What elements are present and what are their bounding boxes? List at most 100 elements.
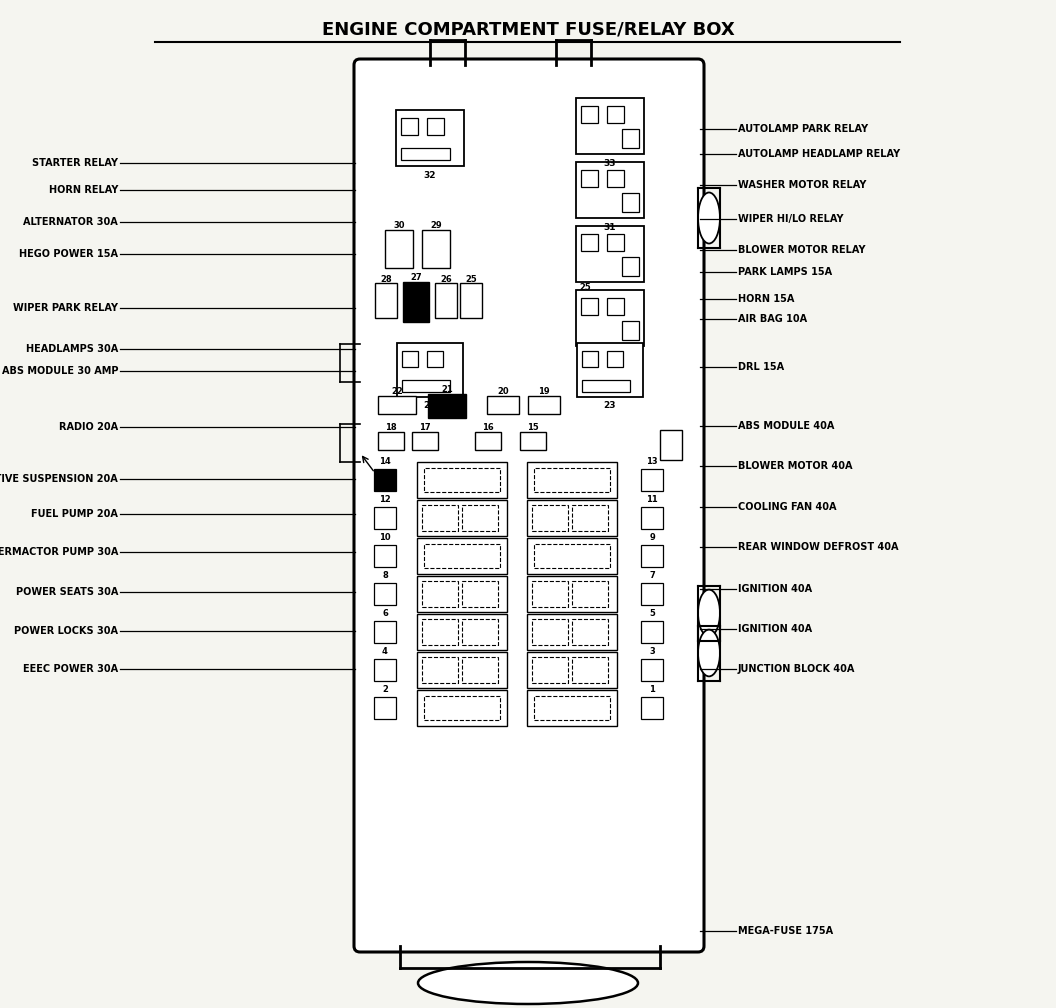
Bar	[641, 659, 663, 681]
Text: HEADLAMPS 30A: HEADLAMPS 30A	[25, 344, 118, 354]
Text: 3: 3	[649, 646, 655, 655]
Bar	[576, 162, 644, 218]
Text: POWER LOCKS 30A: POWER LOCKS 30A	[14, 626, 118, 636]
Text: DRL 15A: DRL 15A	[738, 362, 785, 372]
Text: 18: 18	[385, 423, 397, 432]
Text: 20: 20	[497, 387, 509, 396]
Text: 12: 12	[379, 495, 391, 504]
Bar	[422, 230, 450, 268]
Text: 24: 24	[423, 401, 436, 410]
Bar	[532, 619, 568, 645]
Bar	[532, 657, 568, 683]
Bar	[401, 118, 418, 135]
Bar	[641, 621, 663, 643]
Text: REAR WINDOW DEFROST 40A: REAR WINDOW DEFROST 40A	[738, 542, 899, 552]
Text: 25: 25	[579, 283, 591, 292]
Bar	[463, 505, 498, 531]
Text: AUTOLAMP HEADLAMP RELAY: AUTOLAMP HEADLAMP RELAY	[738, 149, 900, 159]
Text: FUEL PUMP 20A: FUEL PUMP 20A	[31, 509, 118, 519]
Text: 6: 6	[382, 609, 388, 618]
Text: JUNCTION BLOCK 40A: JUNCTION BLOCK 40A	[738, 664, 855, 674]
Bar	[572, 581, 608, 607]
Text: 29: 29	[430, 222, 441, 231]
Text: STARTER RELAY: STARTER RELAY	[32, 158, 118, 168]
Bar	[401, 148, 451, 160]
Text: 21: 21	[441, 385, 453, 394]
Bar	[374, 469, 396, 491]
Bar	[374, 583, 396, 605]
Bar	[374, 545, 396, 566]
Text: MEGA-FUSE 175A: MEGA-FUSE 175A	[738, 926, 833, 936]
Text: 23: 23	[604, 401, 617, 410]
Bar	[428, 394, 466, 418]
Bar	[528, 396, 560, 414]
Bar	[582, 380, 629, 391]
Bar	[527, 690, 617, 726]
Text: ALTERNATOR 30A: ALTERNATOR 30A	[23, 217, 118, 227]
Bar	[374, 659, 396, 681]
Bar	[428, 351, 444, 367]
Bar	[532, 505, 568, 531]
Bar	[397, 343, 463, 397]
Bar	[412, 432, 438, 450]
Text: 17: 17	[419, 423, 431, 432]
Bar	[582, 170, 598, 187]
Text: BLOWER MOTOR RELAY: BLOWER MOTOR RELAY	[738, 245, 866, 255]
Bar	[463, 657, 498, 683]
Text: 4: 4	[382, 646, 388, 655]
Bar	[641, 545, 663, 566]
Text: AUTOLAMP PARK RELAY: AUTOLAMP PARK RELAY	[738, 124, 868, 134]
Bar	[607, 107, 624, 123]
Text: 9: 9	[649, 532, 655, 541]
Ellipse shape	[418, 962, 638, 1004]
Bar	[396, 110, 464, 166]
Text: AIR BAG 10A: AIR BAG 10A	[738, 313, 807, 324]
Ellipse shape	[698, 590, 720, 636]
Text: 13: 13	[646, 457, 658, 466]
Bar	[577, 343, 643, 397]
Text: RADIO 20A: RADIO 20A	[59, 422, 118, 432]
Bar	[622, 257, 639, 276]
Bar	[607, 235, 624, 251]
Bar	[422, 505, 458, 531]
Bar	[422, 619, 458, 645]
Bar	[622, 321, 639, 341]
Text: 25: 25	[465, 274, 477, 283]
Text: 14: 14	[379, 457, 391, 466]
Text: 30: 30	[393, 222, 404, 231]
Bar	[520, 432, 546, 450]
Bar	[527, 576, 617, 612]
Bar	[534, 544, 610, 568]
Bar	[641, 583, 663, 605]
Text: ABS MODULE 40A: ABS MODULE 40A	[738, 421, 834, 431]
Bar	[435, 283, 457, 318]
Text: 11: 11	[646, 495, 658, 504]
Bar	[417, 576, 507, 612]
Bar	[422, 657, 458, 683]
Text: WIPER HI/LO RELAY: WIPER HI/LO RELAY	[738, 214, 844, 224]
Bar	[428, 118, 444, 135]
Text: ENGINE COMPARTMENT FUSE/RELAY BOX: ENGINE COMPARTMENT FUSE/RELAY BOX	[322, 21, 734, 39]
Text: 33: 33	[604, 158, 617, 167]
Text: IGNITION 40A: IGNITION 40A	[738, 584, 812, 594]
FancyBboxPatch shape	[354, 59, 704, 952]
Text: 15: 15	[527, 423, 539, 432]
Bar	[607, 351, 623, 367]
Bar	[572, 657, 608, 683]
Bar	[463, 619, 498, 645]
Bar	[572, 505, 608, 531]
Ellipse shape	[698, 193, 720, 244]
Bar	[374, 621, 396, 643]
Bar	[417, 462, 507, 498]
Bar	[582, 351, 598, 367]
Bar	[417, 614, 507, 650]
Bar	[402, 351, 418, 367]
Text: 22: 22	[391, 387, 403, 396]
Text: BLOWER MOTOR 40A: BLOWER MOTOR 40A	[738, 461, 852, 471]
Bar	[641, 469, 663, 491]
Bar	[374, 507, 396, 529]
Bar	[403, 282, 429, 322]
Text: 16: 16	[483, 423, 494, 432]
Bar	[572, 619, 608, 645]
Bar	[402, 380, 450, 391]
